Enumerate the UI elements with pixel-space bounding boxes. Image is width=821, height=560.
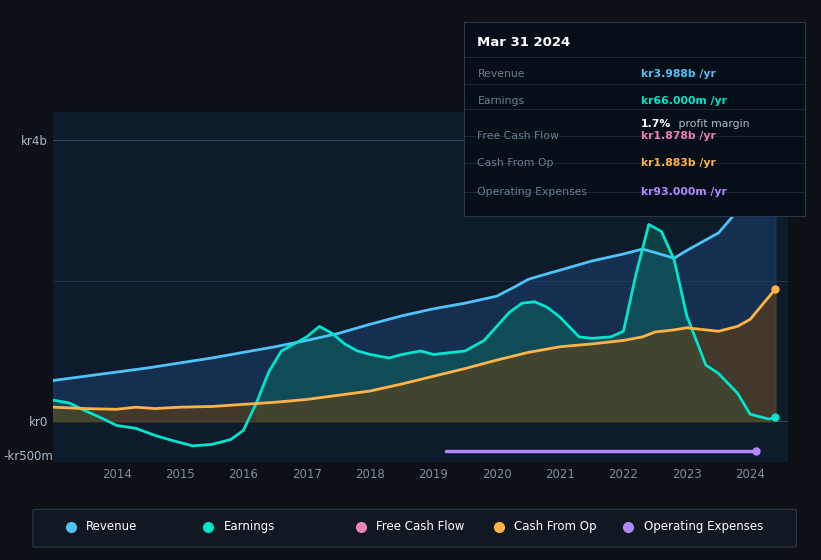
FancyBboxPatch shape [33,510,796,547]
Text: Free Cash Flow: Free Cash Flow [478,130,559,141]
Text: -kr500m: -kr500m [3,450,53,463]
Text: kr3.988b /yr: kr3.988b /yr [641,69,716,79]
Text: kr1.878b /yr: kr1.878b /yr [641,130,716,141]
Text: profit margin: profit margin [675,119,750,129]
Text: Revenue: Revenue [86,520,138,534]
Text: Operating Expenses: Operating Expenses [478,186,588,197]
Text: kr66.000m /yr: kr66.000m /yr [641,96,727,106]
Text: Cash From Op: Cash From Op [514,520,596,534]
Text: Cash From Op: Cash From Op [478,158,554,167]
Text: Operating Expenses: Operating Expenses [644,520,763,534]
Text: Earnings: Earnings [478,96,525,106]
Text: Revenue: Revenue [478,69,525,79]
Text: kr93.000m /yr: kr93.000m /yr [641,186,727,197]
Text: Mar 31 2024: Mar 31 2024 [478,36,571,49]
Text: Free Cash Flow: Free Cash Flow [377,520,465,534]
Text: Earnings: Earnings [224,520,275,534]
Text: kr1.883b /yr: kr1.883b /yr [641,158,716,167]
Text: 1.7%: 1.7% [641,119,672,129]
